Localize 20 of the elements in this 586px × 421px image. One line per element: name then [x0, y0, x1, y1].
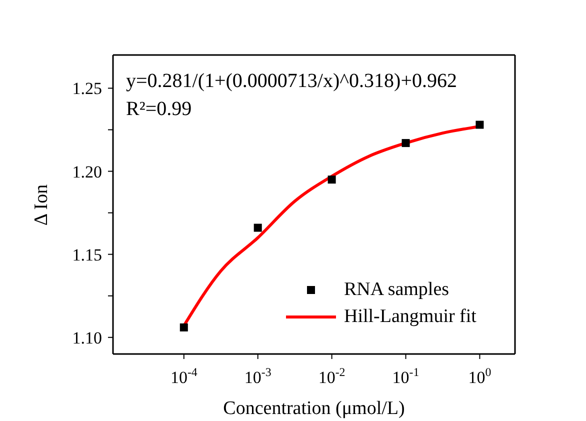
x-axis-title: Concentration (μmol/L) [222, 398, 406, 420]
x-tick-label: 10$^{-1}$ [392, 365, 420, 387]
y-axis-title: Δ Ion [31, 184, 53, 226]
x-tick-label: 10$^{-2}$ [318, 365, 346, 387]
y-tick-label: 1.20 [72, 162, 102, 182]
legend-label: Hill-Langmuir fit [344, 306, 476, 328]
point [328, 176, 336, 184]
point [180, 323, 188, 332]
annotation: R²=0.99 [126, 98, 192, 121]
y-tick-label: 1.25 [72, 79, 102, 98]
x-tick-label: 10$^{-3}$ [244, 365, 272, 387]
x-tick-label: 10$^{0}$ [468, 365, 492, 387]
y-tick-label: 1.15 [72, 245, 102, 264]
point [402, 139, 410, 148]
x-tick-label: 10$^{-4}$ [170, 365, 198, 387]
y-tick-label: 1.10 [72, 328, 102, 348]
annotation: y=0.281/(1+(0.0000713/x)^0.318)+0.962 [126, 70, 457, 93]
point [476, 120, 484, 129]
legend-label: RNA samples [344, 278, 450, 300]
point [254, 224, 262, 232]
